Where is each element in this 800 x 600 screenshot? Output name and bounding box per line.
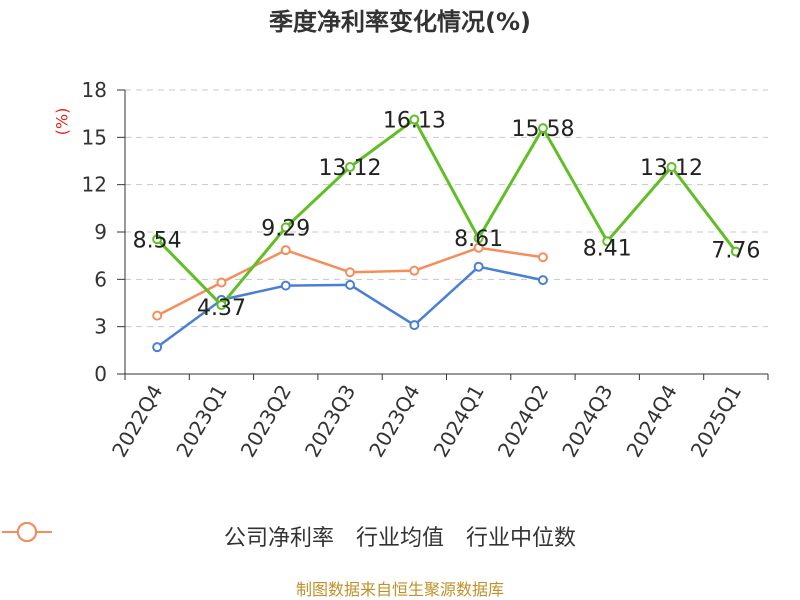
x-tick-label-8: 2024Q4 — [621, 381, 681, 462]
series-line-0 — [156, 118, 738, 307]
series-1-point-4 — [409, 320, 420, 331]
series-2-point-2 — [280, 245, 291, 256]
series-0-point-7 — [602, 236, 613, 247]
data-source-note: 制图数据来自恒生聚源数据库 — [295, 580, 504, 599]
series-1-point-6 — [537, 275, 548, 286]
legend-item-company-net-margin[interactable]: 公司净利率 — [2, 520, 334, 552]
series-2-point-6 — [537, 252, 548, 263]
chart-legend: 公司净利率 行业均值 行业中位数 — [0, 520, 800, 552]
legend-label-industry-average: 行业均值 — [355, 526, 444, 551]
series-2-point-5 — [473, 242, 484, 253]
x-tick-label-6: 2024Q2 — [493, 381, 553, 462]
series-0-point-4 — [409, 114, 420, 125]
series-0-point-9 — [730, 246, 741, 257]
series-0-point-0 — [152, 234, 163, 245]
chart-title: 季度净利率变化情况(%) — [269, 8, 531, 36]
series-0-point-5 — [473, 233, 484, 244]
x-tick-label-2: 2023Q2 — [236, 381, 296, 462]
y-tick-label-0: 0 — [94, 362, 107, 386]
y-tick-label-1: 3 — [94, 315, 107, 339]
data-label-6: 15.58 — [511, 117, 574, 142]
legend-item-industry-median[interactable]: 行业中位数 — [2, 520, 577, 552]
data-label-8: 13.12 — [640, 156, 703, 181]
data-label-7: 8.41 — [583, 236, 632, 261]
y-tick-label-5: 15 — [82, 125, 107, 149]
y-tick-label-4: 12 — [82, 173, 107, 197]
series-0-point-1 — [216, 300, 227, 311]
series-2-point-3 — [345, 267, 356, 278]
data-label-9: 7.76 — [711, 239, 760, 264]
data-label-0: 8.54 — [133, 228, 182, 253]
y-tick-label-2: 6 — [94, 267, 107, 291]
data-label-3: 13.12 — [319, 156, 382, 181]
x-tick-label-7: 2024Q3 — [557, 381, 617, 462]
x-tick-label-0: 2022Q4 — [107, 381, 167, 462]
data-label-1: 4.37 — [197, 296, 246, 321]
x-tick-label-4: 2023Q4 — [364, 381, 424, 462]
legend-item-industry-average[interactable]: 行业均值 — [2, 520, 444, 552]
series-1-point-5 — [473, 261, 484, 272]
series-0-point-3 — [345, 161, 356, 172]
series-2-point-1 — [216, 277, 227, 288]
y-tick-label-3: 9 — [94, 220, 107, 244]
data-label-4: 16.13 — [383, 109, 446, 134]
legend-marker-industry-median — [2, 522, 52, 542]
x-tick-label-3: 2023Q3 — [300, 381, 360, 462]
x-tick-label-1: 2023Q1 — [171, 381, 231, 462]
series-2-point-0 — [152, 310, 163, 321]
series-1-point-2 — [280, 280, 291, 291]
series-0-point-8 — [666, 161, 677, 172]
x-tick-label-9: 2025Q1 — [686, 381, 746, 462]
legend-label-industry-median: 行业中位数 — [466, 526, 577, 551]
y-tick-label-6: 18 — [82, 78, 107, 102]
data-label-2: 9.29 — [261, 216, 310, 241]
series-0-point-2 — [280, 222, 291, 233]
legend-label-company: 公司净利率 — [223, 526, 334, 551]
series-0-point-6 — [537, 123, 548, 134]
x-tick-label-5: 2024Q1 — [429, 381, 489, 462]
series-1-point-0 — [152, 342, 163, 353]
series-2-point-4 — [409, 265, 420, 276]
series-1-point-3 — [345, 279, 356, 290]
data-label-5: 8.61 — [454, 227, 503, 252]
